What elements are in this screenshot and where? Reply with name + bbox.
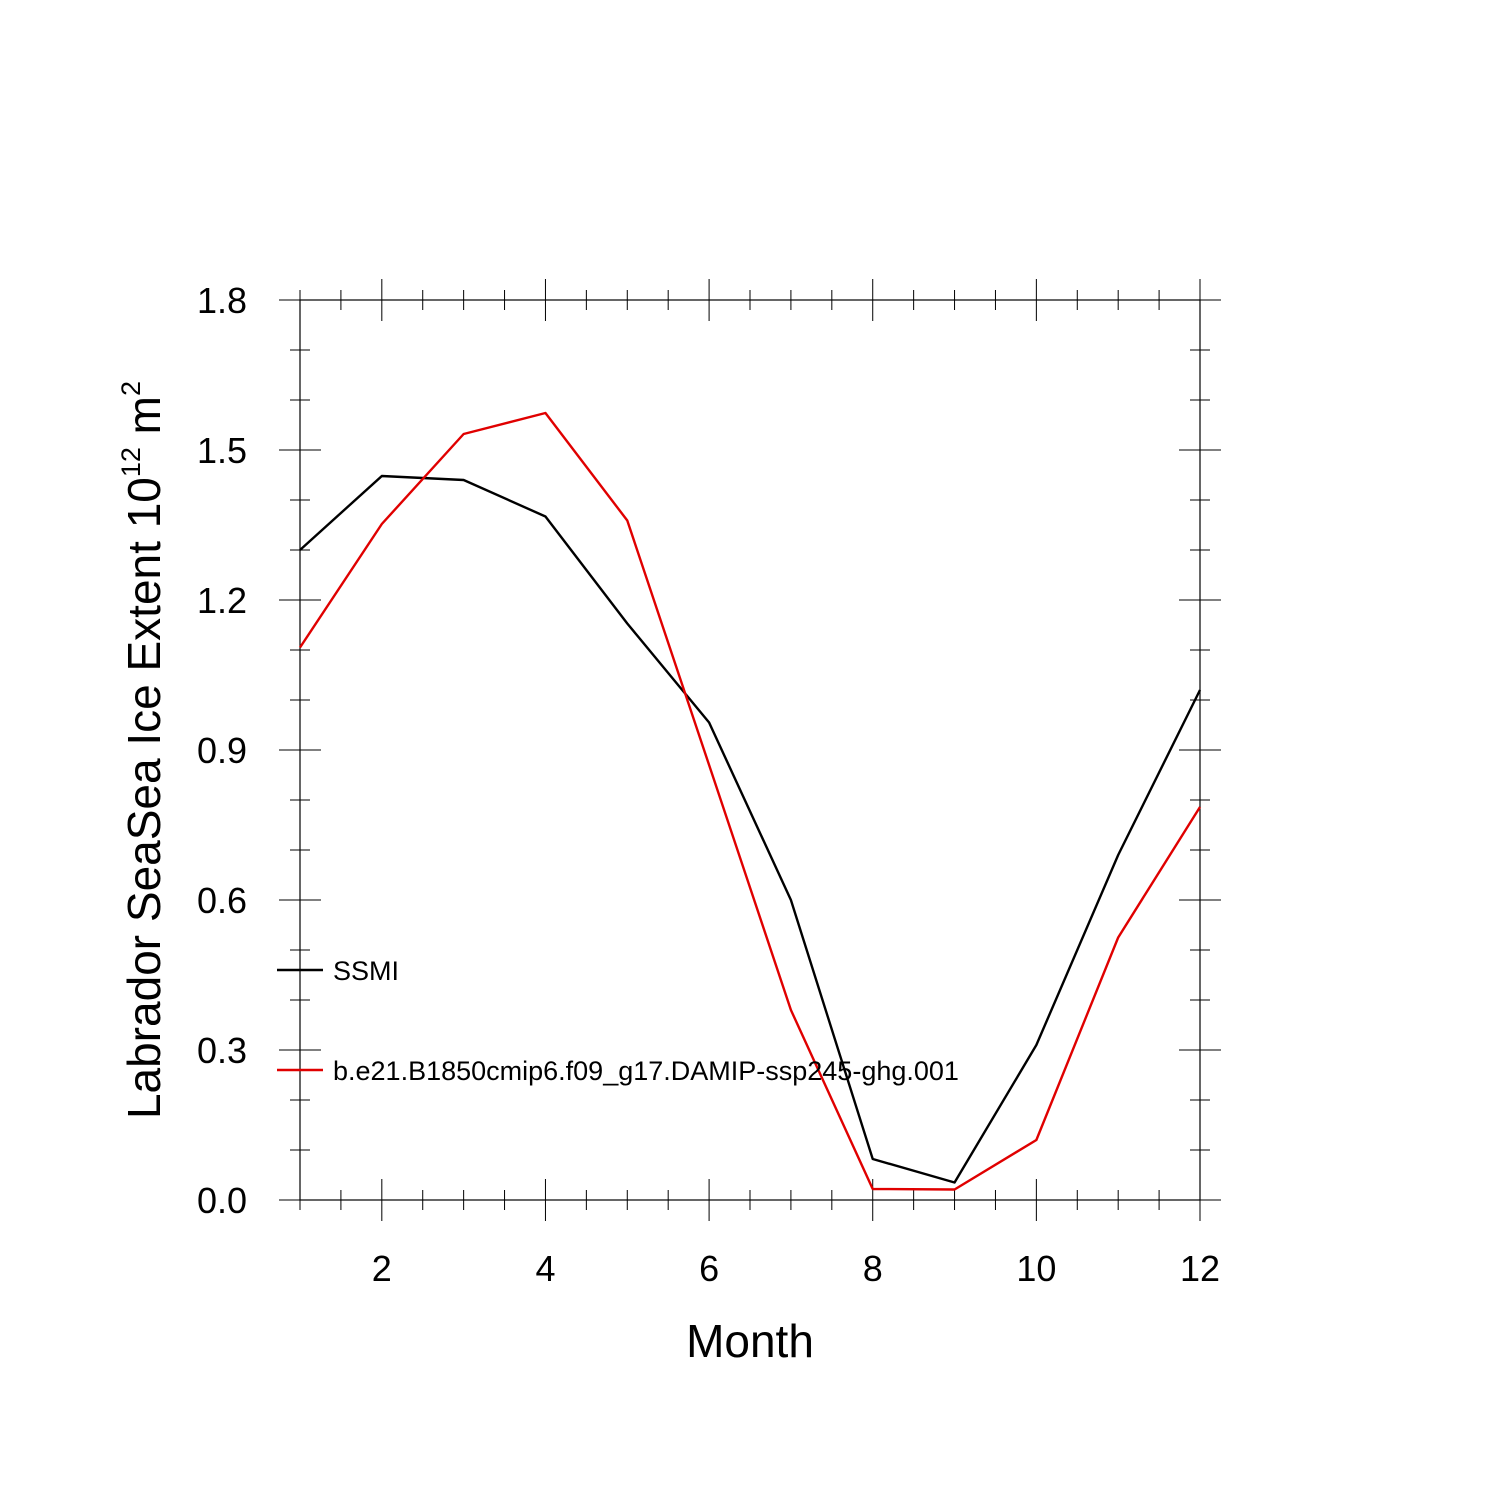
- y-axis: 0.0 0.3 0.6 0.9 1.2 1.5 1.8: [197, 280, 1221, 1221]
- y-axis-label: Labrador SeaSea Ice Extent 1012 m2: [116, 381, 170, 1119]
- x-axis: 2 4 6 8 10 12: [299, 279, 1220, 1289]
- series-line-ssmi: [299, 474, 1202, 1184]
- x-tick-label: 10: [1016, 1248, 1056, 1289]
- y-tick-label: 0.0: [197, 1180, 247, 1221]
- y-axis-label-exponent: 12: [116, 447, 146, 477]
- y-tick-label: 1.2: [197, 580, 247, 621]
- y-tick-label: 1.5: [197, 430, 247, 471]
- y-tick-label: 1.8: [197, 280, 247, 321]
- x-axis-label: Month: [686, 1315, 814, 1367]
- y-tick-label: 0.9: [197, 730, 247, 771]
- x-tick-label: 6: [699, 1248, 719, 1289]
- legend-label: SSMI: [333, 956, 399, 986]
- series-line-model: [298, 411, 1202, 1191]
- legend: SSMI b.e21.B1850cmip6.f09_g17.DAMIP-ssp24…: [277, 956, 959, 1086]
- y-axis-label-unit: m: [118, 396, 170, 447]
- y-axis-label-unit-exponent: 2: [116, 381, 146, 396]
- x-tick-label: 8: [863, 1248, 883, 1289]
- y-tick-label: 0.6: [197, 880, 247, 921]
- y-tick-label: 0.3: [197, 1030, 247, 1071]
- series-layer: [298, 411, 1202, 1191]
- legend-label: b.e21.B1850cmip6.f09_g17.DAMIP-ssp245-gh…: [333, 1056, 959, 1086]
- y-axis-label-main: Labrador SeaSea Ice Extent 10: [118, 477, 170, 1119]
- x-tick-label: 12: [1180, 1248, 1220, 1289]
- x-tick-label: 2: [372, 1248, 392, 1289]
- x-tick-label: 4: [535, 1248, 555, 1289]
